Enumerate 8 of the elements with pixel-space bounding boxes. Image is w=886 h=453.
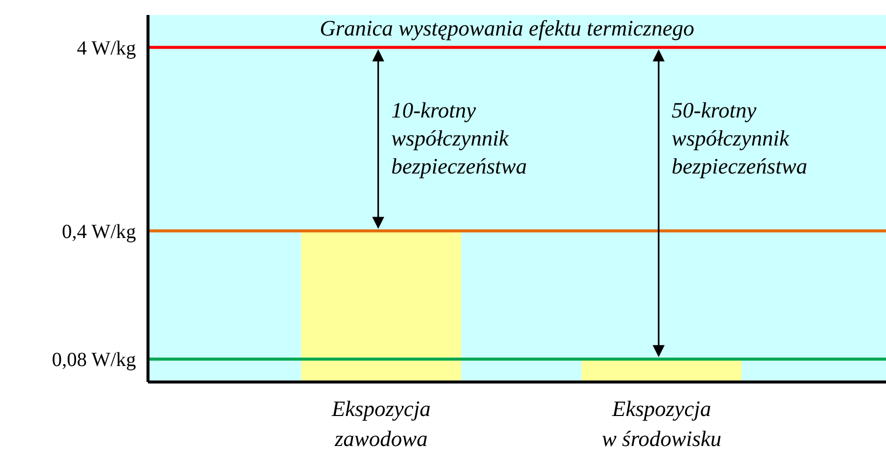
y-tick-label: 0,08 W/kg xyxy=(52,349,136,372)
annotation: 50-krotny współczynnik bezpieczeństwa xyxy=(672,97,808,178)
x-tick-label: Ekspozycja zawodowa xyxy=(330,396,431,451)
ref-line-label: Granica występowania efektu termicznego xyxy=(320,15,694,40)
annotation: 10-krotny współczynnik bezpieczeństwa xyxy=(391,97,527,178)
x-tick-label: Ekspozycja w środowisku xyxy=(602,396,722,451)
y-tick-label: 0,4 W/kg xyxy=(62,220,136,243)
y-tick-label: 4 W/kg xyxy=(76,37,136,60)
